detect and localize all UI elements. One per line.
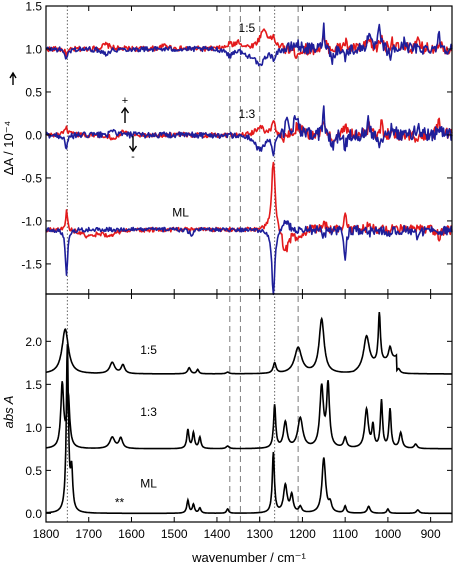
difference-spectrum-line [45, 161, 453, 253]
absorbance-spectra [46, 312, 452, 515]
spectrum-labels: 1:5 1:3 ML 1:5 1:3 ML ** [115, 21, 256, 510]
difference-spectrum-line [45, 219, 453, 296]
difference-spectrum-line [45, 105, 453, 157]
x-tick-label: 1500 [161, 527, 188, 541]
x-tick-label: 1400 [204, 527, 231, 541]
x-tick-label: 1100 [332, 527, 358, 541]
spectrum-label: 1:5 [140, 343, 157, 357]
y-tick-label: -1.5 [21, 257, 42, 271]
x-tick-label: 1000 [375, 527, 402, 541]
ylabel-arrow-icon [9, 71, 17, 85]
top-ylabel: ΔA / 10⁻⁴ [1, 121, 16, 175]
y-tick-label: -1.0 [21, 214, 42, 228]
x-tick-label: 1700 [75, 527, 102, 541]
x-tick-label: 1800 [33, 527, 60, 541]
y-tick-label: -0.5 [21, 171, 42, 185]
absorbance-spectrum-line [46, 312, 452, 375]
y-tick-label: 1.0 [25, 42, 42, 56]
down-arrow-icon [128, 136, 138, 153]
spectrum-label: ** [115, 496, 125, 510]
y-tick-label: 1.0 [25, 421, 42, 435]
spectrum-label: 1:3 [239, 107, 256, 121]
y-tick-label: 0.0 [25, 507, 42, 521]
reference-lines [66, 6, 299, 522]
spectrum-label: 1:5 [239, 21, 256, 35]
y-tick-label: 1.5 [25, 378, 42, 392]
y-tick-label: 0.5 [25, 464, 42, 478]
y-tick-label: 0.0 [25, 128, 42, 142]
difference-spectrum-line [45, 22, 453, 67]
x-axis-label: wavenumber / cm⁻¹ [191, 550, 306, 565]
plus-marker: + [122, 95, 128, 107]
y-tick-label: 2.0 [25, 335, 42, 349]
absorbance-spectrum-line [46, 380, 452, 450]
x-tick-label: 1300 [246, 527, 273, 541]
bottom-ylabel: abs A [1, 396, 16, 429]
x-axis-ticks: 1800 1700 1600 1500 1400 1300 1200 1100 1000 900 [33, 6, 441, 541]
y-tick-label: 0.5 [25, 85, 42, 99]
x-tick-label: 1200 [289, 527, 316, 541]
top-y-ticks: 1.5 1.0 0.5 0.0 -0.5 -1.0 -1.5 [21, 0, 452, 271]
spectrum-label: 1:3 [140, 405, 157, 419]
x-tick-label: 1600 [118, 527, 145, 541]
spectrum-label: ML [172, 206, 189, 220]
top-y-axis-label: ΔA / 10⁻⁴ [1, 71, 17, 175]
sign-markers: + - [120, 95, 138, 163]
difference-spectra [45, 22, 453, 296]
x-tick-label: 900 [421, 527, 441, 541]
minus-marker: - [131, 151, 135, 163]
absorbance-spectrum-line [46, 344, 452, 515]
bottom-y-ticks: 0.0 0.5 1.0 1.5 2.0 [25, 335, 452, 521]
y-tick-label: 1.5 [25, 0, 42, 14]
up-arrow-icon [120, 106, 130, 123]
bottom-panel-frame [45, 293, 453, 523]
spectrum-label: ML [140, 477, 157, 491]
